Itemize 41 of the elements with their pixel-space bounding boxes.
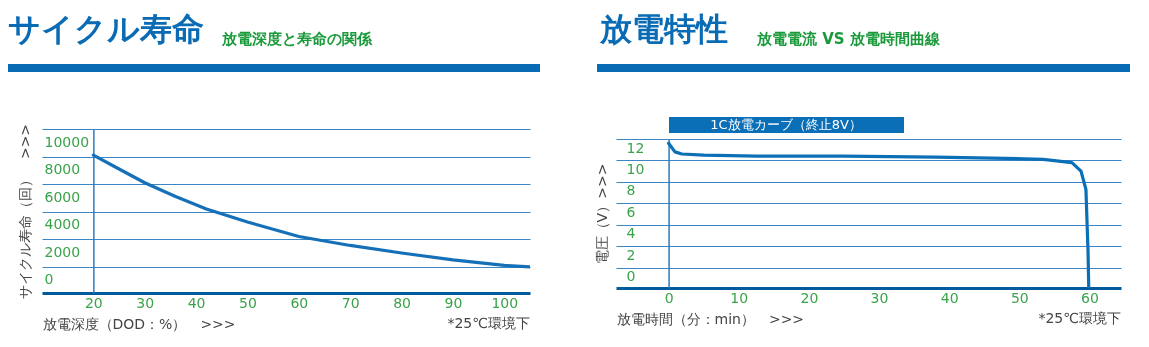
x-axis-title: 放電時間（分：min） >>> [616,310,805,327]
x-tick-label: 30 [870,289,889,306]
name-tag: 1C放電カーブ（終止8V） [668,117,904,133]
chart-title: 放電特性 [600,9,728,50]
y-tick-label: 2 [626,246,636,263]
y-tick-label: 4000 [44,216,81,233]
x-tick-label: 70 [341,294,360,311]
x-tick-label: 50 [239,294,257,311]
text: *25℃環境下 [447,315,530,331]
y-axis-title: 電圧（V）>>> [593,163,610,265]
x-axis-title: 放電深度（DOD：%） >>> [42,315,236,332]
x-tick-label: 10 [730,289,749,306]
x-tick-label: 90 [444,294,463,311]
x-tick-label: 50 [1010,289,1029,306]
y-tick-label: 10000 [44,133,90,150]
y-axis-title: サイクル寿命（回） >>> [16,123,33,300]
x-tick-label: 40 [187,294,206,311]
x-tick-label: 30 [136,294,155,311]
series-label: 1C放電カーブ（終止8V） [710,117,862,132]
chart-subtitle: 放電深度と寿命の関係 [222,30,372,49]
x-tick-label: 20 [800,289,819,306]
chart-title: サイクル寿命 [8,9,204,50]
x-tick-label: 0 [664,289,674,306]
y-tick-label: 4 [626,225,636,242]
y-tick-label: 0 [44,271,54,288]
x-tick-label: 60 [290,294,309,311]
y-tick-label: 10 [626,160,645,177]
x-tick-label: 100 [491,294,519,311]
x-tick-label: 40 [940,289,959,306]
chart-subtitle: 放電電流 VS 放電時間曲線 [757,30,940,49]
y-tick-label: 0 [626,268,636,285]
y-tick-label: 8 [626,182,636,199]
y-tick-label: 6000 [44,188,81,205]
text: *25℃環境下 [1038,310,1121,326]
y-tick-label: 12 [626,139,645,156]
y-tick-label: 6 [626,203,636,220]
x-tick-label: 20 [84,294,103,311]
x-tick-label: 80 [393,294,411,311]
y-tick-label: 8000 [44,161,81,178]
y-tick-label: 2000 [44,243,81,260]
x-tick-label: 60 [1081,289,1099,306]
